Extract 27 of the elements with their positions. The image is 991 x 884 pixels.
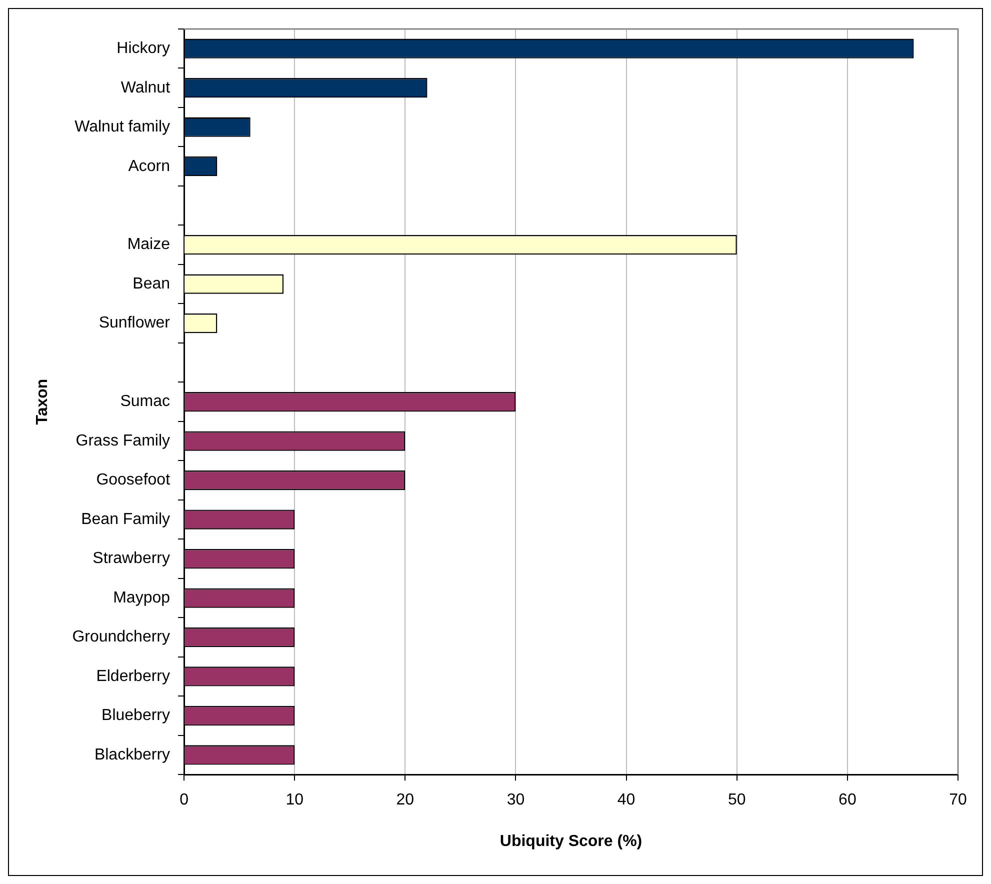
y-tick-label: Elderberry <box>96 668 170 685</box>
x-tick-label: 30 <box>506 792 525 809</box>
y-tick-label: Grass Family <box>76 432 170 450</box>
y-tick-label: Bean Family <box>81 510 170 528</box>
y-axis-title: Taxon <box>34 378 52 425</box>
y-tick-label: Blueberry <box>102 707 170 724</box>
y-tick-label: Groundcherry <box>72 628 170 646</box>
y-tick-label: Blackberry <box>94 746 170 764</box>
x-tick-label: 40 <box>617 792 636 809</box>
x-axis-title: Ubiquity Score (%) <box>500 832 642 850</box>
x-tick-label: 20 <box>396 792 414 809</box>
y-tick-label: Strawberry <box>92 550 170 568</box>
y-tick-label: Maize <box>127 236 170 254</box>
x-tick-label: 10 <box>286 792 304 809</box>
y-tick-label: Hickory <box>116 40 170 58</box>
x-tick-label: 70 <box>949 792 967 809</box>
y-tick-label: Maypop <box>113 589 170 606</box>
y-tick-label: Sunflower <box>98 314 171 332</box>
y-tick-label: Goosefoot <box>96 472 171 489</box>
y-tick-label: Acorn <box>128 158 170 175</box>
y-tick-label: Walnut <box>120 79 171 96</box>
x-tick-label: 50 <box>728 792 746 809</box>
x-tick-label: 0 <box>180 792 189 809</box>
y-tick-label: Bean <box>132 275 170 292</box>
x-tick-label: 60 <box>838 792 856 809</box>
y-tick-label: Walnut family <box>74 118 170 136</box>
y-tick-label: Sumac <box>120 393 170 410</box>
